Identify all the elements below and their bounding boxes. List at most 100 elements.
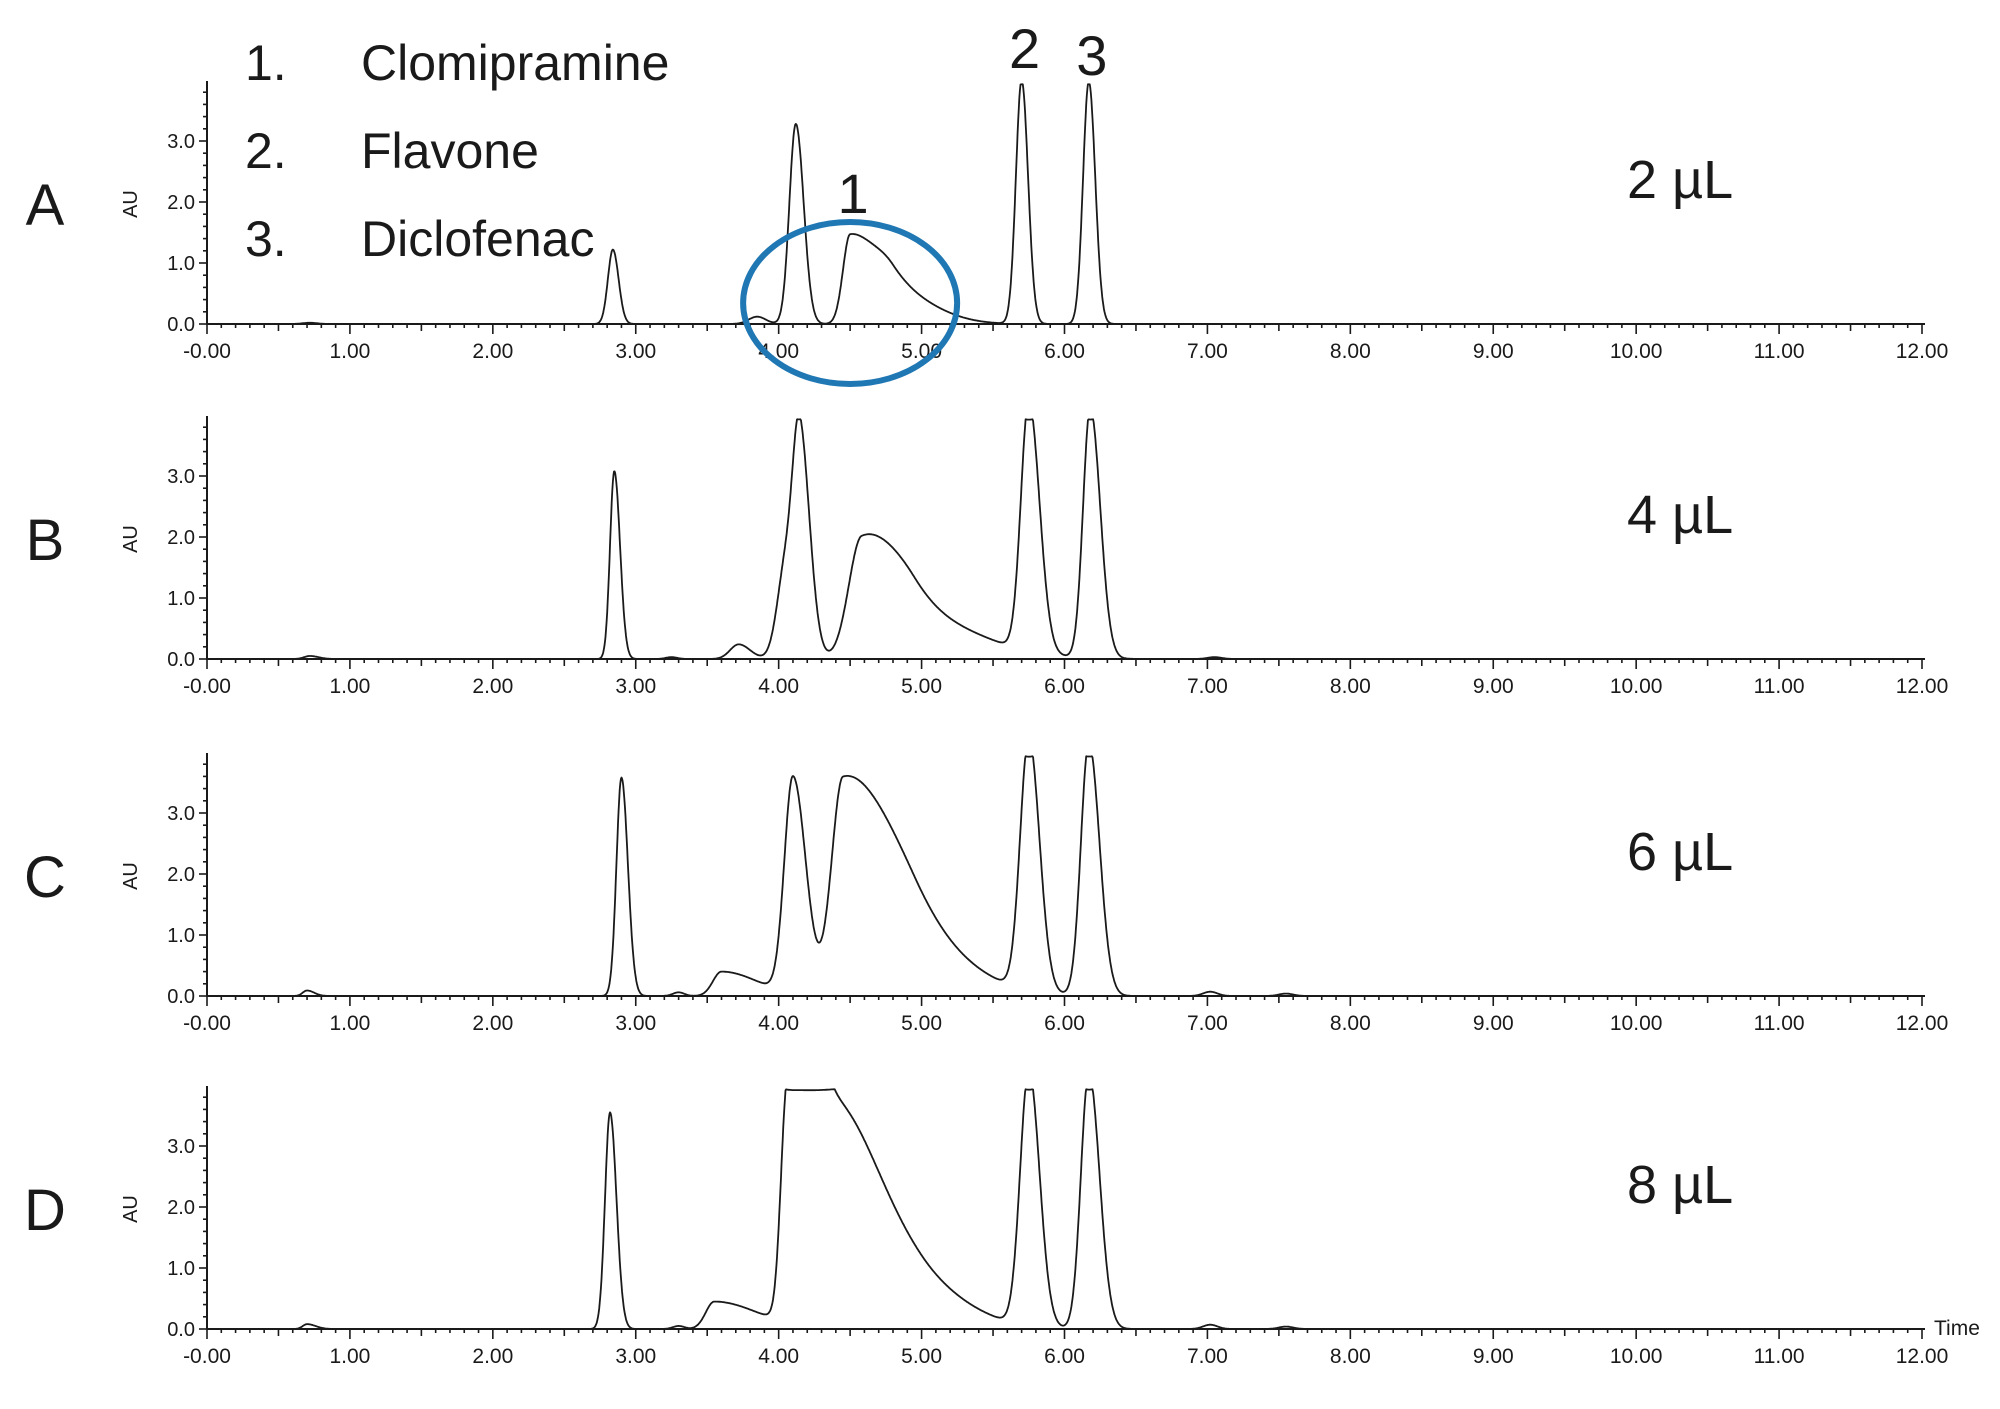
y-tick-label: 0.0 — [167, 986, 195, 1008]
chromatogram-trace — [206, 418, 1923, 660]
panel-a: -0.00 1.00 2.00 3.00 4.00 5.00 6.00 7.00 8.00 9.0… — [26, 81, 1949, 363]
y-tick-label: 1.0 — [167, 253, 195, 275]
x-tick-label: 8.00 — [1330, 1012, 1371, 1035]
x-tick-label: 3.00 — [615, 1345, 656, 1368]
x-tick-label: 11.00 — [1754, 1345, 1805, 1368]
chromatogram-trace — [206, 1088, 1923, 1330]
x-tick-label: 6.00 — [1044, 1012, 1085, 1035]
y-tick-label: 3.0 — [167, 466, 195, 488]
legend-entry: 1. Clomipramine — [245, 35, 669, 91]
x-tick-label: 2.00 — [472, 1345, 513, 1368]
y-tick-label: 2.0 — [167, 527, 195, 549]
x-tick-label: 7.00 — [1187, 340, 1228, 363]
x-tick-label: 1.00 — [329, 675, 370, 698]
legend-entry: 2. Flavone — [245, 123, 539, 179]
y-tick-label: 2.0 — [167, 192, 195, 214]
injection-volume-label: 4 µL — [1627, 485, 1733, 545]
peak-number-label: 2 — [1009, 17, 1040, 80]
x-tick-label: 1.00 — [329, 1012, 370, 1035]
x-tick-label: 8.00 — [1330, 1345, 1371, 1368]
x-tick-label: -0.00 — [183, 1345, 231, 1368]
x-tick-label: 3.00 — [615, 1012, 656, 1035]
x-tick-label: 11.00 — [1754, 675, 1805, 698]
panel-letter: C — [24, 845, 66, 910]
x-tick-label: 1.00 — [329, 1345, 370, 1368]
x-tick-label: 2.00 — [472, 675, 513, 698]
x-tick-label: 10.00 — [1610, 340, 1663, 363]
x-tick-label: 12.00 — [1896, 1012, 1949, 1035]
panels: -0.00 1.00 2.00 3.00 4.00 5.00 6.00 7.00 8.00 9.0… — [24, 81, 1948, 1368]
x-tick-label: 9.00 — [1473, 1345, 1514, 1368]
x-tick-label: 4.00 — [758, 1345, 799, 1368]
x-tick-label: 2.00 — [472, 1012, 513, 1035]
x-tick-label: 5.00 — [901, 1345, 942, 1368]
y-tick-label: 1.0 — [167, 588, 195, 610]
x-tick-label: 5.00 — [901, 675, 942, 698]
compound-legend: 1. Clomipramine 2. Flavone 3. Diclofenac — [245, 35, 669, 267]
peak-annotations: 1 2 3 Time — [740, 17, 1980, 1340]
y-tick-label: 3.0 — [167, 803, 195, 825]
x-tick-label: 9.00 — [1473, 340, 1514, 363]
legend-compound-name: Diclofenac — [361, 211, 594, 267]
peak-number-label: 3 — [1076, 24, 1107, 87]
y-tick-label: 2.0 — [167, 1197, 195, 1219]
y-tick-label: 3.0 — [167, 1136, 195, 1158]
x-tick-label: 10.00 — [1610, 675, 1663, 698]
x-tick-label: 8.00 — [1330, 675, 1371, 698]
injection-volume-label: 8 µL — [1627, 1155, 1733, 1215]
y-tick-label: 1.0 — [167, 925, 195, 947]
panel-letter: A — [26, 173, 65, 238]
peak-number-label: 1 — [838, 162, 869, 225]
y-tick-label: 0.0 — [167, 649, 195, 671]
x-tick-label: 6.00 — [1044, 1345, 1085, 1368]
x-tick-label: -0.00 — [183, 1012, 231, 1035]
x-tick-label: 4.00 — [758, 675, 799, 698]
x-tick-label: -0.00 — [183, 340, 231, 363]
x-tick-label: 9.00 — [1473, 1012, 1514, 1035]
x-tick-label: 3.00 — [615, 675, 656, 698]
injection-volume-label: 2 µL — [1627, 150, 1733, 210]
panel-d: -0.00 1.00 2.00 3.00 4.00 5.00 6.00 7.00 8.00 9.0… — [24, 1086, 1948, 1368]
chromatogram-trace — [206, 755, 1923, 997]
x-tick-label: 12.00 — [1896, 675, 1949, 698]
x-tick-label: 6.00 — [1044, 340, 1085, 363]
panel-c: -0.00 1.00 2.00 3.00 4.00 5.00 6.00 7.00 8.00 9.0… — [24, 753, 1948, 1035]
y-axis-label: AU — [120, 525, 142, 553]
x-tick-label: 7.00 — [1187, 1012, 1228, 1035]
y-tick-label: 0.0 — [167, 1319, 195, 1341]
x-tick-label: 9.00 — [1473, 675, 1514, 698]
x-tick-label: 4.00 — [758, 1012, 799, 1035]
x-tick-label: 2.00 — [472, 340, 513, 363]
y-axis-label: AU — [120, 190, 142, 218]
x-tick-label: 7.00 — [1187, 675, 1228, 698]
x-tick-label: 11.00 — [1754, 1012, 1805, 1035]
y-tick-label: 3.0 — [167, 131, 195, 153]
legend-compound-name: Clomipramine — [361, 35, 669, 91]
x-tick-label: -0.00 — [183, 675, 231, 698]
legend-compound-name: Flavone — [361, 123, 539, 179]
y-axis-label: AU — [120, 862, 142, 890]
y-axis-label: AU — [120, 1195, 142, 1223]
chromatogram-trace — [206, 83, 1923, 325]
x-tick-label: 5.00 — [901, 1012, 942, 1035]
y-tick-label: 1.0 — [167, 1258, 195, 1280]
x-tick-label: 10.00 — [1610, 1012, 1663, 1035]
panel-letter: B — [26, 508, 65, 573]
legend-number: 2. — [245, 123, 287, 179]
legend-number: 1. — [245, 35, 287, 91]
panel-letter: D — [24, 1178, 66, 1243]
y-tick-label: 2.0 — [167, 864, 195, 886]
injection-volume-label: 6 µL — [1627, 822, 1733, 882]
panel-b: -0.00 1.00 2.00 3.00 4.00 5.00 6.00 7.00 8.00 9.0… — [26, 416, 1949, 698]
y-tick-label: 0.0 — [167, 314, 195, 336]
legend-entry: 3. Diclofenac — [245, 211, 594, 267]
x-tick-label: 12.00 — [1896, 1345, 1949, 1368]
x-tick-label: 10.00 — [1610, 1345, 1663, 1368]
x-tick-label: 11.00 — [1754, 340, 1805, 363]
x-tick-label: 1.00 — [329, 340, 370, 363]
x-tick-label: 6.00 — [1044, 675, 1085, 698]
x-tick-label: 12.00 — [1896, 340, 1949, 363]
x-tick-label: 3.00 — [615, 340, 656, 363]
